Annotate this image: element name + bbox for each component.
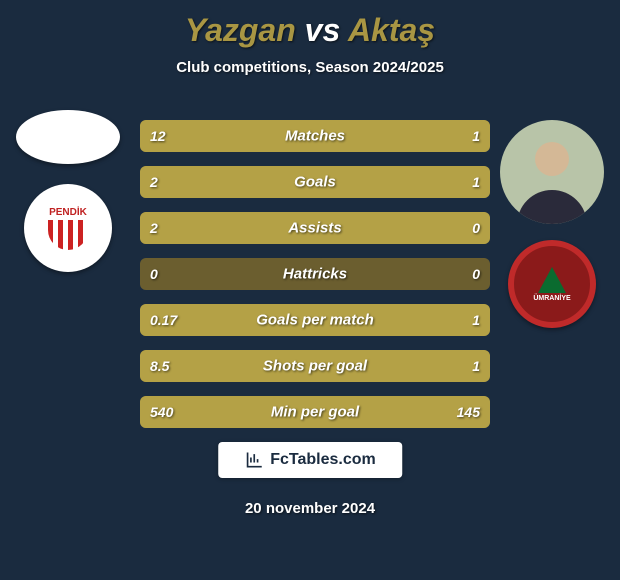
player1-avatar [16, 110, 120, 164]
player1-club-badge: PENDİK [24, 184, 112, 272]
stat-value-left: 2 [150, 174, 158, 190]
stat-row: 2 1 Goals [140, 166, 490, 198]
stat-value-left: 0.17 [150, 312, 177, 328]
stat-row: 0.17 1 Goals per match [140, 304, 490, 336]
chart-icon [244, 450, 264, 470]
subtitle: Club competitions, Season 2024/2025 [0, 59, 620, 76]
avatar-head-icon [535, 142, 569, 176]
player2-avatar [500, 120, 604, 224]
stat-label: Min per goal [271, 404, 359, 421]
bar-right [452, 350, 491, 382]
stat-value-right: 0 [472, 220, 480, 236]
brand-text: FcTables.com [270, 451, 376, 469]
stat-label: Assists [288, 220, 341, 237]
stat-row: 540 145 Min per goal [140, 396, 490, 428]
stat-label: Shots per goal [263, 358, 367, 375]
stat-label: Hattricks [283, 266, 347, 283]
stat-value-left: 540 [150, 404, 173, 420]
stat-value-right: 1 [472, 128, 480, 144]
footer-date: 20 november 2024 [245, 500, 375, 517]
stats-bars: 12 1 Matches 2 1 Goals 2 0 Assists 0 0 Hattricks 0.1… [140, 120, 490, 442]
stat-value-right: 1 [472, 312, 480, 328]
stat-value-right: 1 [472, 174, 480, 190]
player2-column: ÜMRANİYE [492, 120, 612, 328]
stat-value-right: 1 [472, 358, 480, 374]
stat-row: 0 0 Hattricks [140, 258, 490, 290]
player1-name: Yazgan [185, 12, 296, 48]
avatar-body-icon [517, 190, 587, 224]
player2-club-badge: ÜMRANİYE [508, 240, 596, 328]
player2-name: Aktaş [348, 12, 435, 48]
stat-value-left: 2 [150, 220, 158, 236]
tree-icon [538, 267, 566, 293]
brand-logo[interactable]: FcTables.com [218, 442, 402, 478]
stat-row: 12 1 Matches [140, 120, 490, 152]
player2-club-name: ÜMRANİYE [533, 295, 570, 302]
player1-club-name: PENDİK [49, 207, 87, 218]
stat-row: 2 0 Assists [140, 212, 490, 244]
stat-value-right: 0 [472, 266, 480, 282]
stat-label: Goals per match [256, 312, 374, 329]
bar-left [140, 166, 375, 198]
stat-label: Goals [294, 174, 336, 191]
player1-column: PENDİK [8, 110, 128, 272]
comparison-title: Yazgan vs Aktaş [0, 0, 620, 49]
stat-value-left: 8.5 [150, 358, 169, 374]
club-stripes-icon [48, 220, 88, 250]
vs-label: vs [305, 12, 341, 48]
stat-label: Matches [285, 128, 345, 145]
stat-value-left: 12 [150, 128, 166, 144]
stat-value-left: 0 [150, 266, 158, 282]
stat-row: 8.5 1 Shots per goal [140, 350, 490, 382]
stat-value-right: 145 [457, 404, 480, 420]
